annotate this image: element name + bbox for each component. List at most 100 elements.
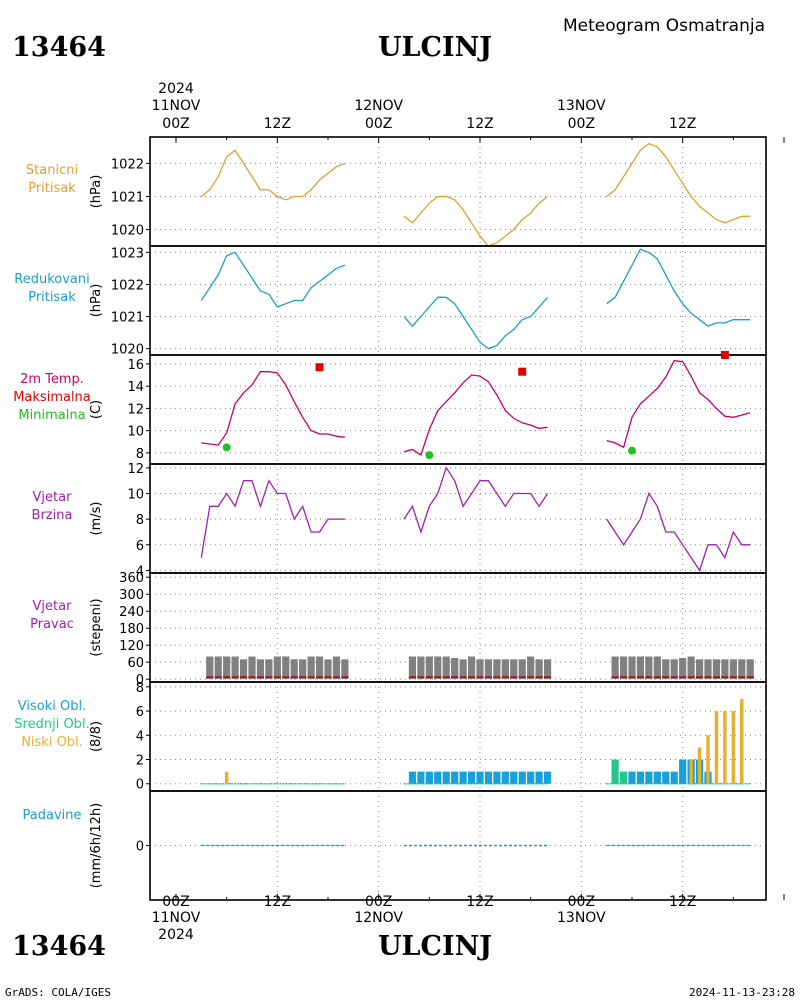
- panel-label-line: Stanicni: [26, 163, 78, 178]
- direction-bar: [434, 656, 442, 680]
- direction-bar: [408, 656, 417, 680]
- cloud-bar: [679, 759, 687, 784]
- direction-bar-base: [256, 676, 265, 679]
- cloud-bar: [518, 771, 526, 784]
- timestamp-label: 2024-11-13-23:28: [689, 986, 795, 999]
- direction-bar: [518, 659, 526, 680]
- cloud-bar: [611, 759, 619, 784]
- panel-label-line: Pravac: [30, 617, 74, 632]
- panel-cloud-cover: Visoki Obl. Srednji Obl. Niski Obl. (8/8) 0 2…: [14, 681, 767, 793]
- panel-label-line: Vjetar: [33, 599, 73, 614]
- direction-bar-base: [510, 676, 518, 679]
- cloud-bar: [706, 735, 710, 784]
- panel-precipitation: Padavine (mm/6h/12h) 0: [23, 790, 767, 901]
- cloud-bar: [451, 771, 459, 784]
- y-tick-label: 8: [136, 681, 144, 696]
- panel-label-line: Visoki Obl.: [18, 699, 86, 714]
- direction-bar-base: [484, 676, 493, 679]
- direction-bar: [619, 656, 628, 680]
- cloud-bar: [662, 771, 670, 784]
- direction-bar-base: [324, 676, 332, 679]
- direction-bar: [704, 659, 712, 680]
- direction-bar-base: [712, 676, 721, 679]
- direction-bar: [451, 657, 459, 680]
- cloud-bar: [723, 711, 727, 784]
- y-tick-label: 10: [127, 487, 144, 502]
- direction-bar: [231, 656, 239, 680]
- direction-bar: [636, 656, 645, 680]
- y-tick-label: 1022: [111, 157, 144, 172]
- direction-bar: [332, 656, 341, 680]
- tmin-marker: [425, 451, 434, 460]
- direction-bar-base: [273, 676, 281, 679]
- direction-bar-base: [442, 676, 450, 679]
- y-axis-label: (C): [89, 400, 104, 419]
- y-tick-label: 1020: [111, 223, 144, 238]
- top-day-label: 11NOV: [152, 98, 201, 114]
- panel-label-line: Pritisak: [28, 181, 76, 196]
- cloud-bar: [484, 771, 493, 784]
- direction-bar-base: [679, 676, 687, 679]
- series-line: [606, 359, 751, 449]
- bottom-hour-label: 00Z: [568, 894, 595, 910]
- direction-bar-base: [434, 676, 442, 679]
- cloud-bar: [535, 771, 543, 784]
- direction-bar: [738, 659, 746, 680]
- cloud-bar: [628, 771, 636, 784]
- tmin-marker: [222, 443, 231, 452]
- direction-bar-base: [695, 676, 704, 679]
- y-tick-label: 6: [136, 705, 144, 720]
- station-id-top: 13464: [12, 32, 106, 63]
- cloud-bar: [510, 771, 518, 784]
- direction-bar: [307, 656, 315, 680]
- direction-bar-base: [501, 676, 509, 679]
- cloud-bar: [740, 698, 744, 784]
- y-tick-label: 1021: [111, 190, 144, 205]
- direction-bar: [628, 656, 636, 680]
- direction-bar: [248, 656, 256, 680]
- cloud-bar: [442, 771, 450, 784]
- direction-bar-base: [628, 676, 636, 679]
- direction-bar: [712, 659, 721, 680]
- direction-bar-base: [451, 676, 459, 679]
- direction-bar-base: [206, 676, 214, 679]
- y-tick-label: 14: [127, 380, 144, 395]
- y-tick-label: 16: [127, 358, 144, 373]
- cloud-bar: [636, 771, 645, 784]
- direction-bar-base: [417, 676, 425, 679]
- direction-bar: [695, 659, 704, 680]
- top-hour-label: 12Z: [669, 116, 696, 132]
- direction-bar-base: [290, 676, 298, 679]
- y-tick-label: 0: [136, 673, 144, 688]
- y-tick-label: 4: [136, 729, 144, 744]
- y-tick-label: 8: [136, 447, 144, 462]
- tmax-marker: [518, 367, 527, 376]
- cloud-bar: [417, 771, 425, 784]
- panel-frame: [149, 790, 767, 901]
- station-name-bottom: ULCINJ: [378, 931, 492, 962]
- bottom-hour-label: 12Z: [466, 894, 493, 910]
- tmax-marker: [720, 351, 729, 359]
- direction-bar-base: [214, 676, 222, 679]
- direction-bar-base: [636, 676, 645, 679]
- series-line: [201, 371, 345, 446]
- direction-bar: [476, 659, 484, 680]
- direction-bar: [290, 659, 298, 680]
- top-hour-label: 12Z: [264, 116, 291, 132]
- direction-bar: [493, 659, 501, 680]
- y-tick-label: 6: [136, 539, 144, 554]
- bottom-day-label: 11NOV: [152, 910, 201, 926]
- direction-bar: [324, 659, 332, 680]
- bottom-hour-label: 00Z: [162, 894, 189, 910]
- y-axis-label: (m/s): [89, 502, 104, 536]
- series-line: [403, 466, 549, 535]
- direction-bar: [662, 659, 670, 680]
- direction-bar: [653, 656, 661, 680]
- bottom-day-label: 13NOV: [557, 910, 606, 926]
- direction-bar: [729, 659, 737, 680]
- direction-bar-base: [315, 676, 324, 679]
- direction-bar: [315, 656, 324, 680]
- direction-bar: [543, 659, 552, 680]
- direction-bar: [459, 659, 467, 680]
